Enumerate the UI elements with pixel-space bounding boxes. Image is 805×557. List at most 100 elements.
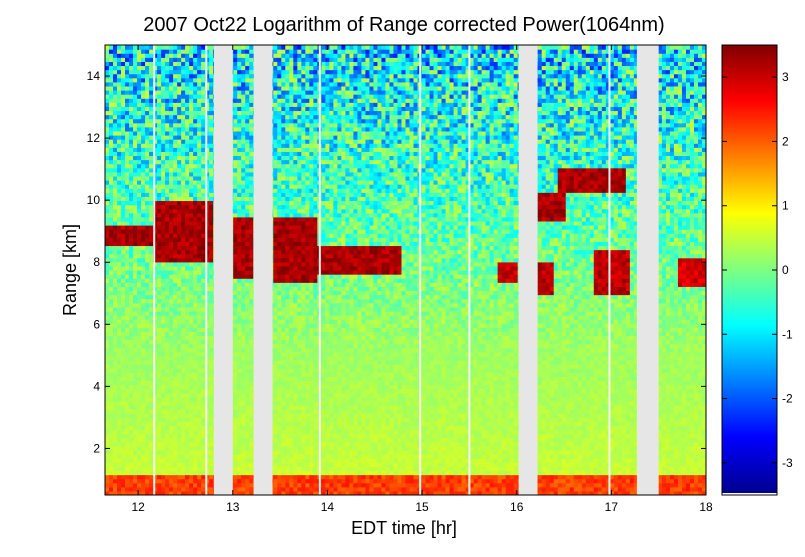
heat-cell	[197, 135, 202, 140]
heat-cell	[193, 53, 198, 58]
heat-cell	[281, 155, 286, 161]
heat-cell	[113, 57, 118, 62]
heat-cell	[197, 360, 202, 365]
heat-cell	[245, 159, 250, 165]
heat-cell	[181, 135, 186, 140]
heat-cell	[173, 405, 178, 410]
heat-cell	[145, 69, 150, 75]
heat-cell	[281, 278, 286, 283]
heat-cell	[173, 147, 178, 152]
heat-cell	[277, 343, 282, 349]
heat-cell	[165, 261, 170, 267]
heat-cell	[177, 421, 182, 427]
heat-cell	[109, 126, 114, 132]
heat-cell	[141, 310, 146, 316]
heat-cell	[177, 126, 182, 132]
heat-cell	[273, 335, 278, 341]
heat-cell	[105, 486, 110, 492]
heat-cell	[153, 130, 158, 136]
heat-cell	[121, 265, 126, 271]
heat-cell	[273, 376, 278, 382]
heat-cell	[149, 400, 154, 406]
heat-cell	[125, 102, 130, 107]
heat-cell	[173, 437, 178, 443]
heat-cell	[273, 57, 278, 62]
heat-cell	[285, 405, 290, 410]
heat-cell	[205, 77, 210, 83]
heat-cell	[169, 380, 174, 386]
heat-cell	[277, 351, 282, 357]
heat-cell	[133, 45, 138, 50]
heat-cell	[249, 241, 254, 247]
heat-cell	[205, 417, 210, 422]
heat-cell	[173, 225, 178, 230]
heat-cell	[109, 343, 114, 349]
heat-cell	[149, 470, 154, 476]
heat-cell	[105, 437, 110, 443]
heat-cell	[161, 53, 166, 58]
heat-cell	[285, 360, 290, 365]
heat-cell	[277, 130, 282, 136]
heat-cell	[149, 458, 154, 463]
heat-cell	[133, 81, 138, 87]
heat-cell	[105, 118, 110, 124]
heat-cell	[193, 171, 198, 177]
heat-cell	[185, 61, 190, 67]
heat-cell	[129, 474, 134, 480]
heat-cell	[141, 151, 146, 157]
heat-cell	[281, 81, 286, 87]
heat-cell	[233, 315, 238, 320]
heat-cell	[205, 249, 210, 255]
heat-cell	[241, 159, 246, 165]
heat-cell	[233, 81, 238, 87]
heat-cell	[181, 286, 186, 292]
heat-cell	[113, 302, 118, 308]
heat-cell	[161, 229, 166, 234]
heat-cell	[165, 57, 170, 62]
heat-cell	[197, 286, 202, 292]
heat-cell	[193, 282, 198, 287]
heat-cell	[245, 102, 250, 107]
heat-cell	[121, 270, 126, 275]
heat-cell	[201, 343, 206, 349]
heat-cell	[249, 85, 254, 91]
heat-cell	[197, 53, 202, 58]
heat-cell	[205, 233, 210, 238]
heat-cell	[285, 413, 290, 418]
heat-cell	[105, 343, 110, 349]
heat-cell	[145, 77, 150, 83]
heat-cell	[237, 462, 242, 467]
heat-cell	[117, 200, 122, 206]
heat-cell	[277, 290, 282, 296]
heat-cell	[233, 445, 238, 451]
heat-cell	[121, 135, 126, 140]
heat-cell	[181, 216, 186, 222]
heat-cell	[173, 376, 178, 382]
heat-cell	[241, 425, 246, 431]
heat-cell	[137, 482, 142, 488]
heat-cell	[233, 147, 238, 152]
heat-cell	[277, 233, 282, 238]
heat-cell	[201, 417, 206, 422]
heat-cell	[165, 233, 170, 238]
heat-cell	[245, 167, 250, 173]
heat-cell	[273, 167, 278, 173]
heat-cell	[141, 396, 146, 402]
heat-cell	[117, 196, 122, 202]
heat-cell	[193, 319, 198, 324]
heat-cell	[197, 61, 202, 67]
heat-cell	[237, 212, 242, 218]
heat-cell	[189, 98, 194, 103]
heat-cell	[193, 425, 198, 431]
heat-cell	[233, 437, 238, 443]
heat-cell	[133, 196, 138, 202]
heat-cell	[125, 429, 130, 435]
heat-cell	[245, 163, 250, 169]
heat-cell	[161, 270, 166, 275]
heat-cell	[145, 130, 150, 136]
heat-cell	[125, 437, 130, 443]
heat-cell	[105, 126, 110, 132]
heat-cell	[145, 474, 150, 480]
heat-cell	[153, 437, 158, 443]
heat-cell	[145, 315, 150, 320]
